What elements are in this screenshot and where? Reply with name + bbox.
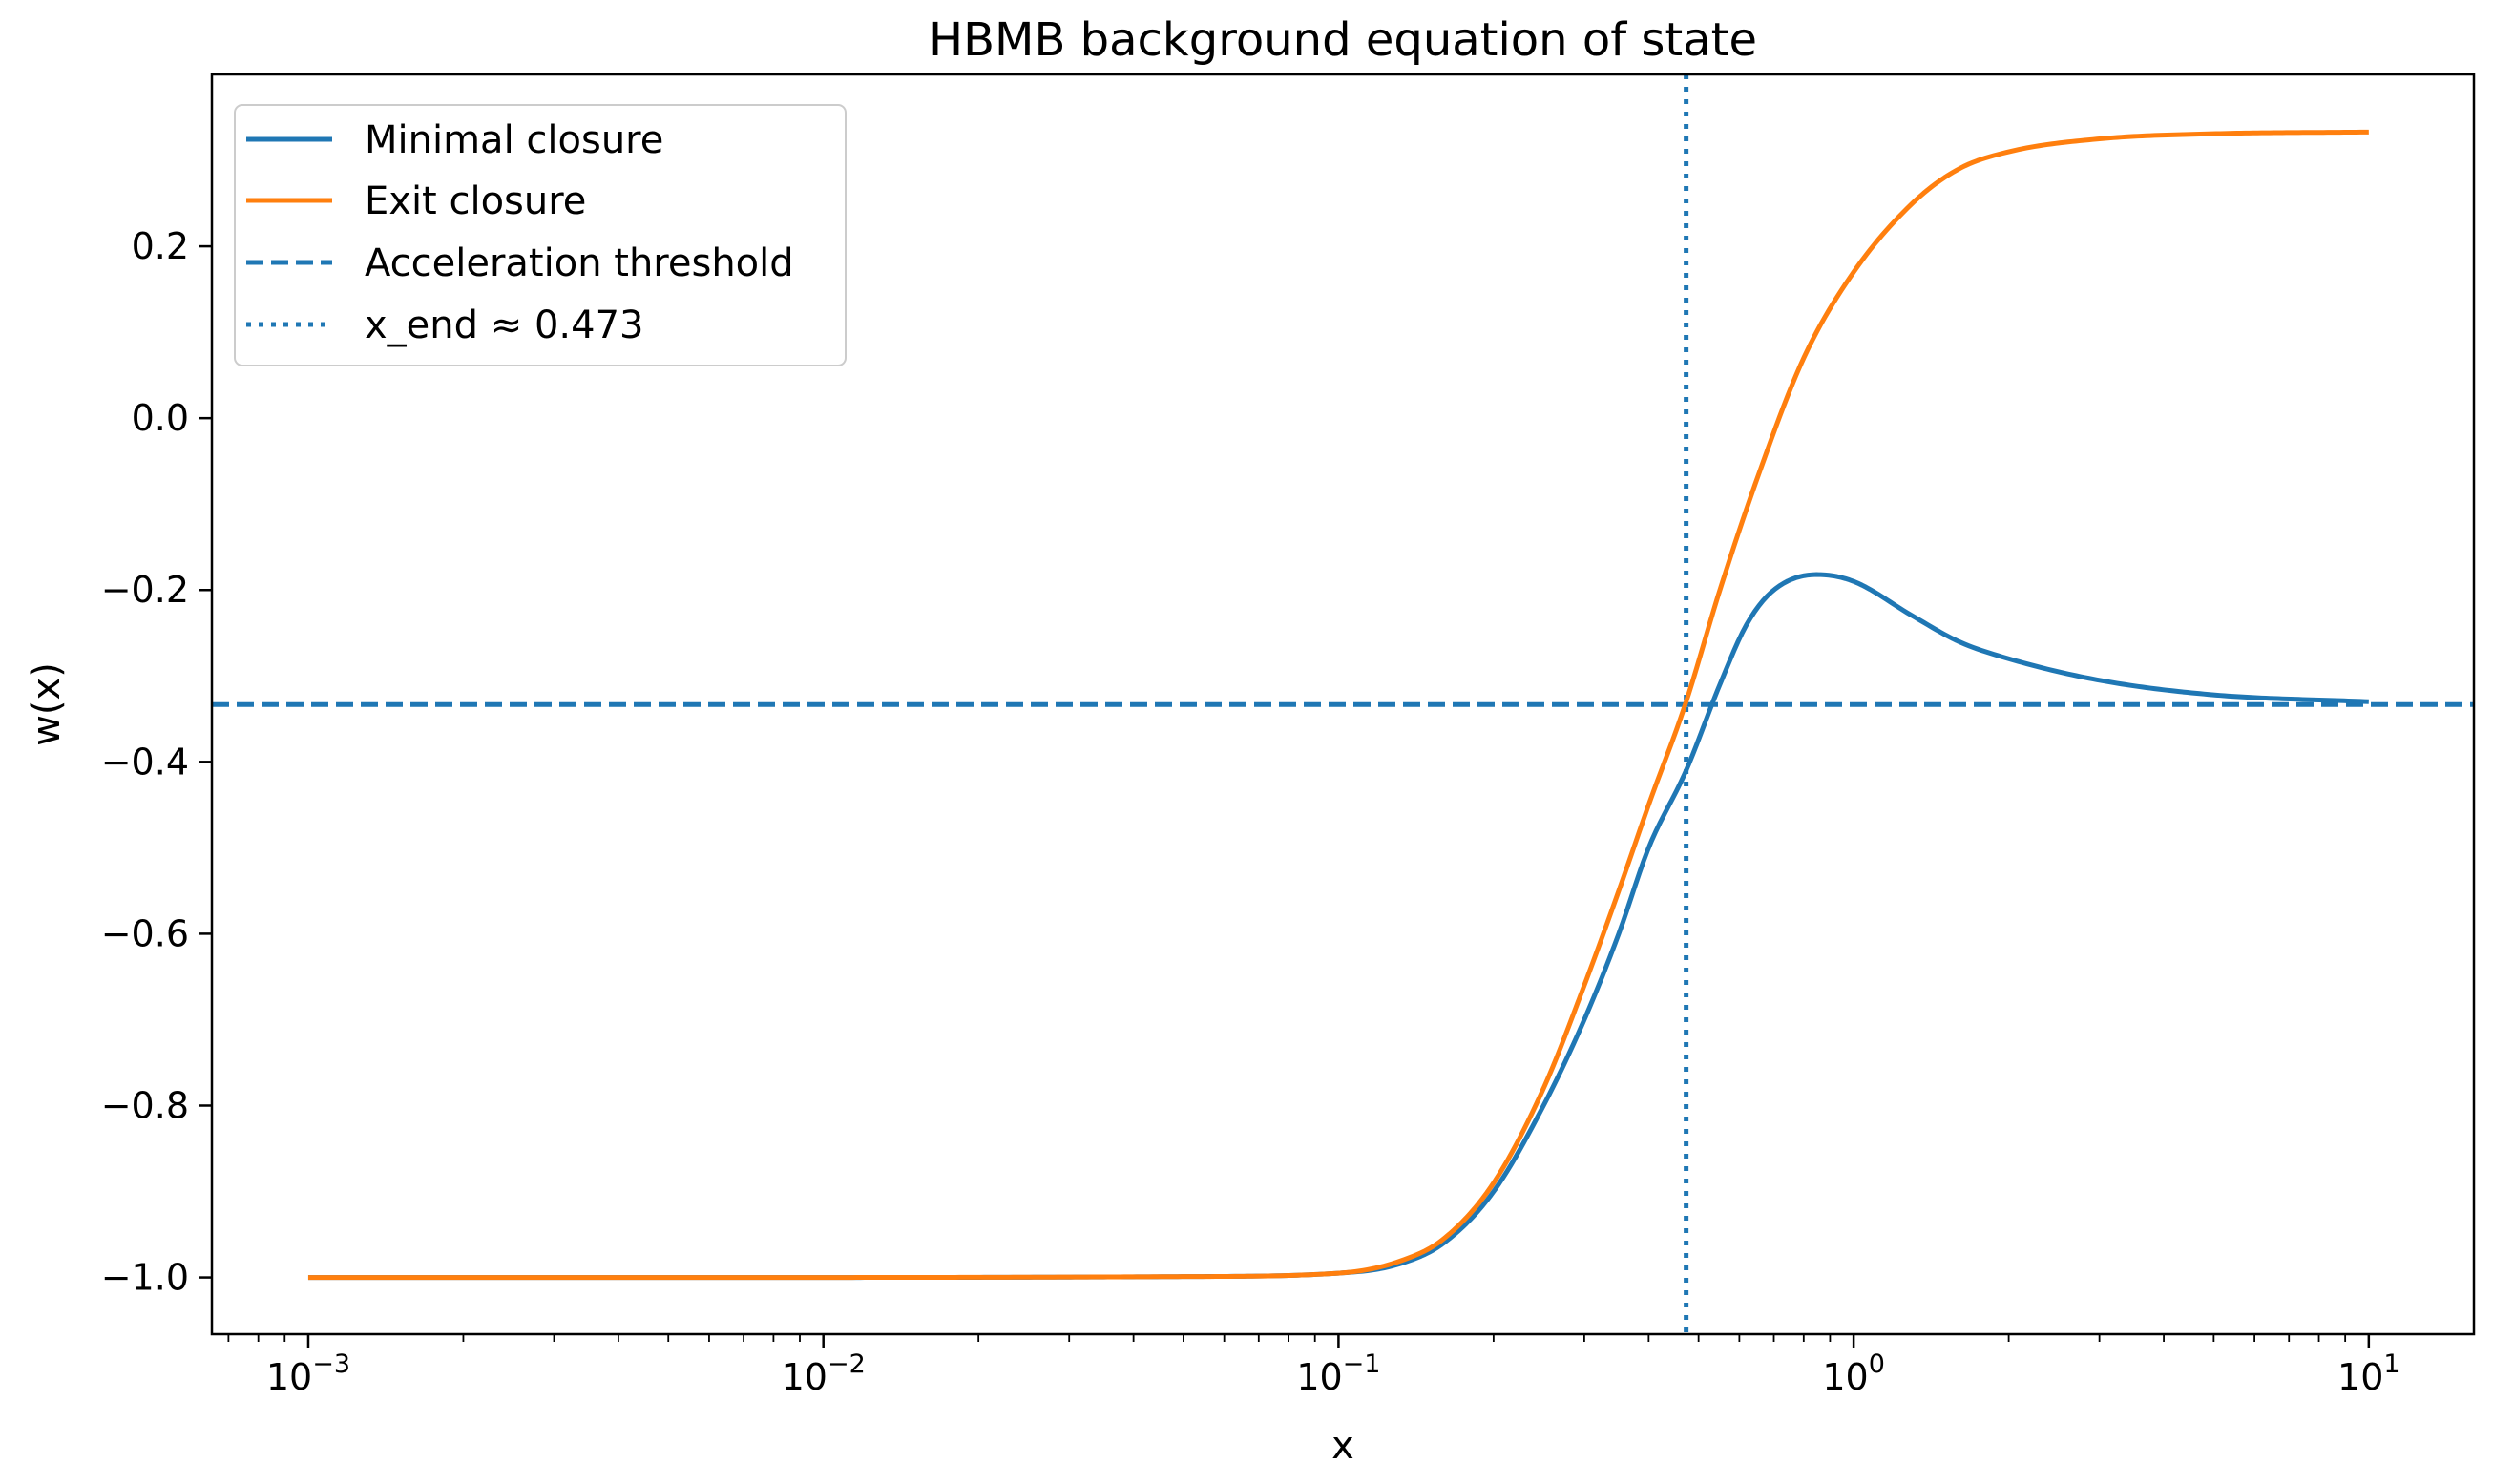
series-line-exit-closure [307,129,2369,1281]
y-axis: 0.2 0.0 −0.2 −0.4 −0.6 −0.8 −1.0 [101,225,212,1299]
y-tick-label: 0.2 [132,225,189,267]
y-tick-label: −0.4 [101,741,189,783]
legend-label-minimal-closure: Minimal closure [365,118,663,162]
y-tick-label: −1.0 [101,1257,189,1299]
x-tick-label: 100 [1822,1349,1885,1398]
y-tick-label: −0.8 [101,1084,189,1126]
legend-label-acceleration-threshold: Acceleration threshold [365,241,794,285]
plot-frame [210,73,2476,1336]
legend-label-exit-closure: Exit closure [365,179,586,223]
x-tick-label: 101 [2337,1349,2400,1398]
y-tick-label: −0.6 [101,912,189,954]
legend-box [234,104,847,366]
legend-label-x-end: x_end ≈ 0.473 [365,303,643,347]
y-tick-label: 0.0 [132,397,189,439]
chart-title: HBMB background equation of state [929,13,1757,67]
legend: Minimal closure Exit closure Acceleratio… [234,104,847,366]
plot-area [212,74,2474,1334]
x-tick-label: 10−1 [1296,1349,1380,1398]
x-tick-label: 10−2 [782,1349,866,1398]
x-axis: 10−3 10−2 10−1 100 101 [227,1334,2400,1398]
y-axis-label: w(x) [25,662,69,746]
x-axis-label: x [1331,1424,1354,1468]
x-tick-label: 10−3 [266,1349,350,1398]
y-tick-label: −0.2 [101,569,189,611]
